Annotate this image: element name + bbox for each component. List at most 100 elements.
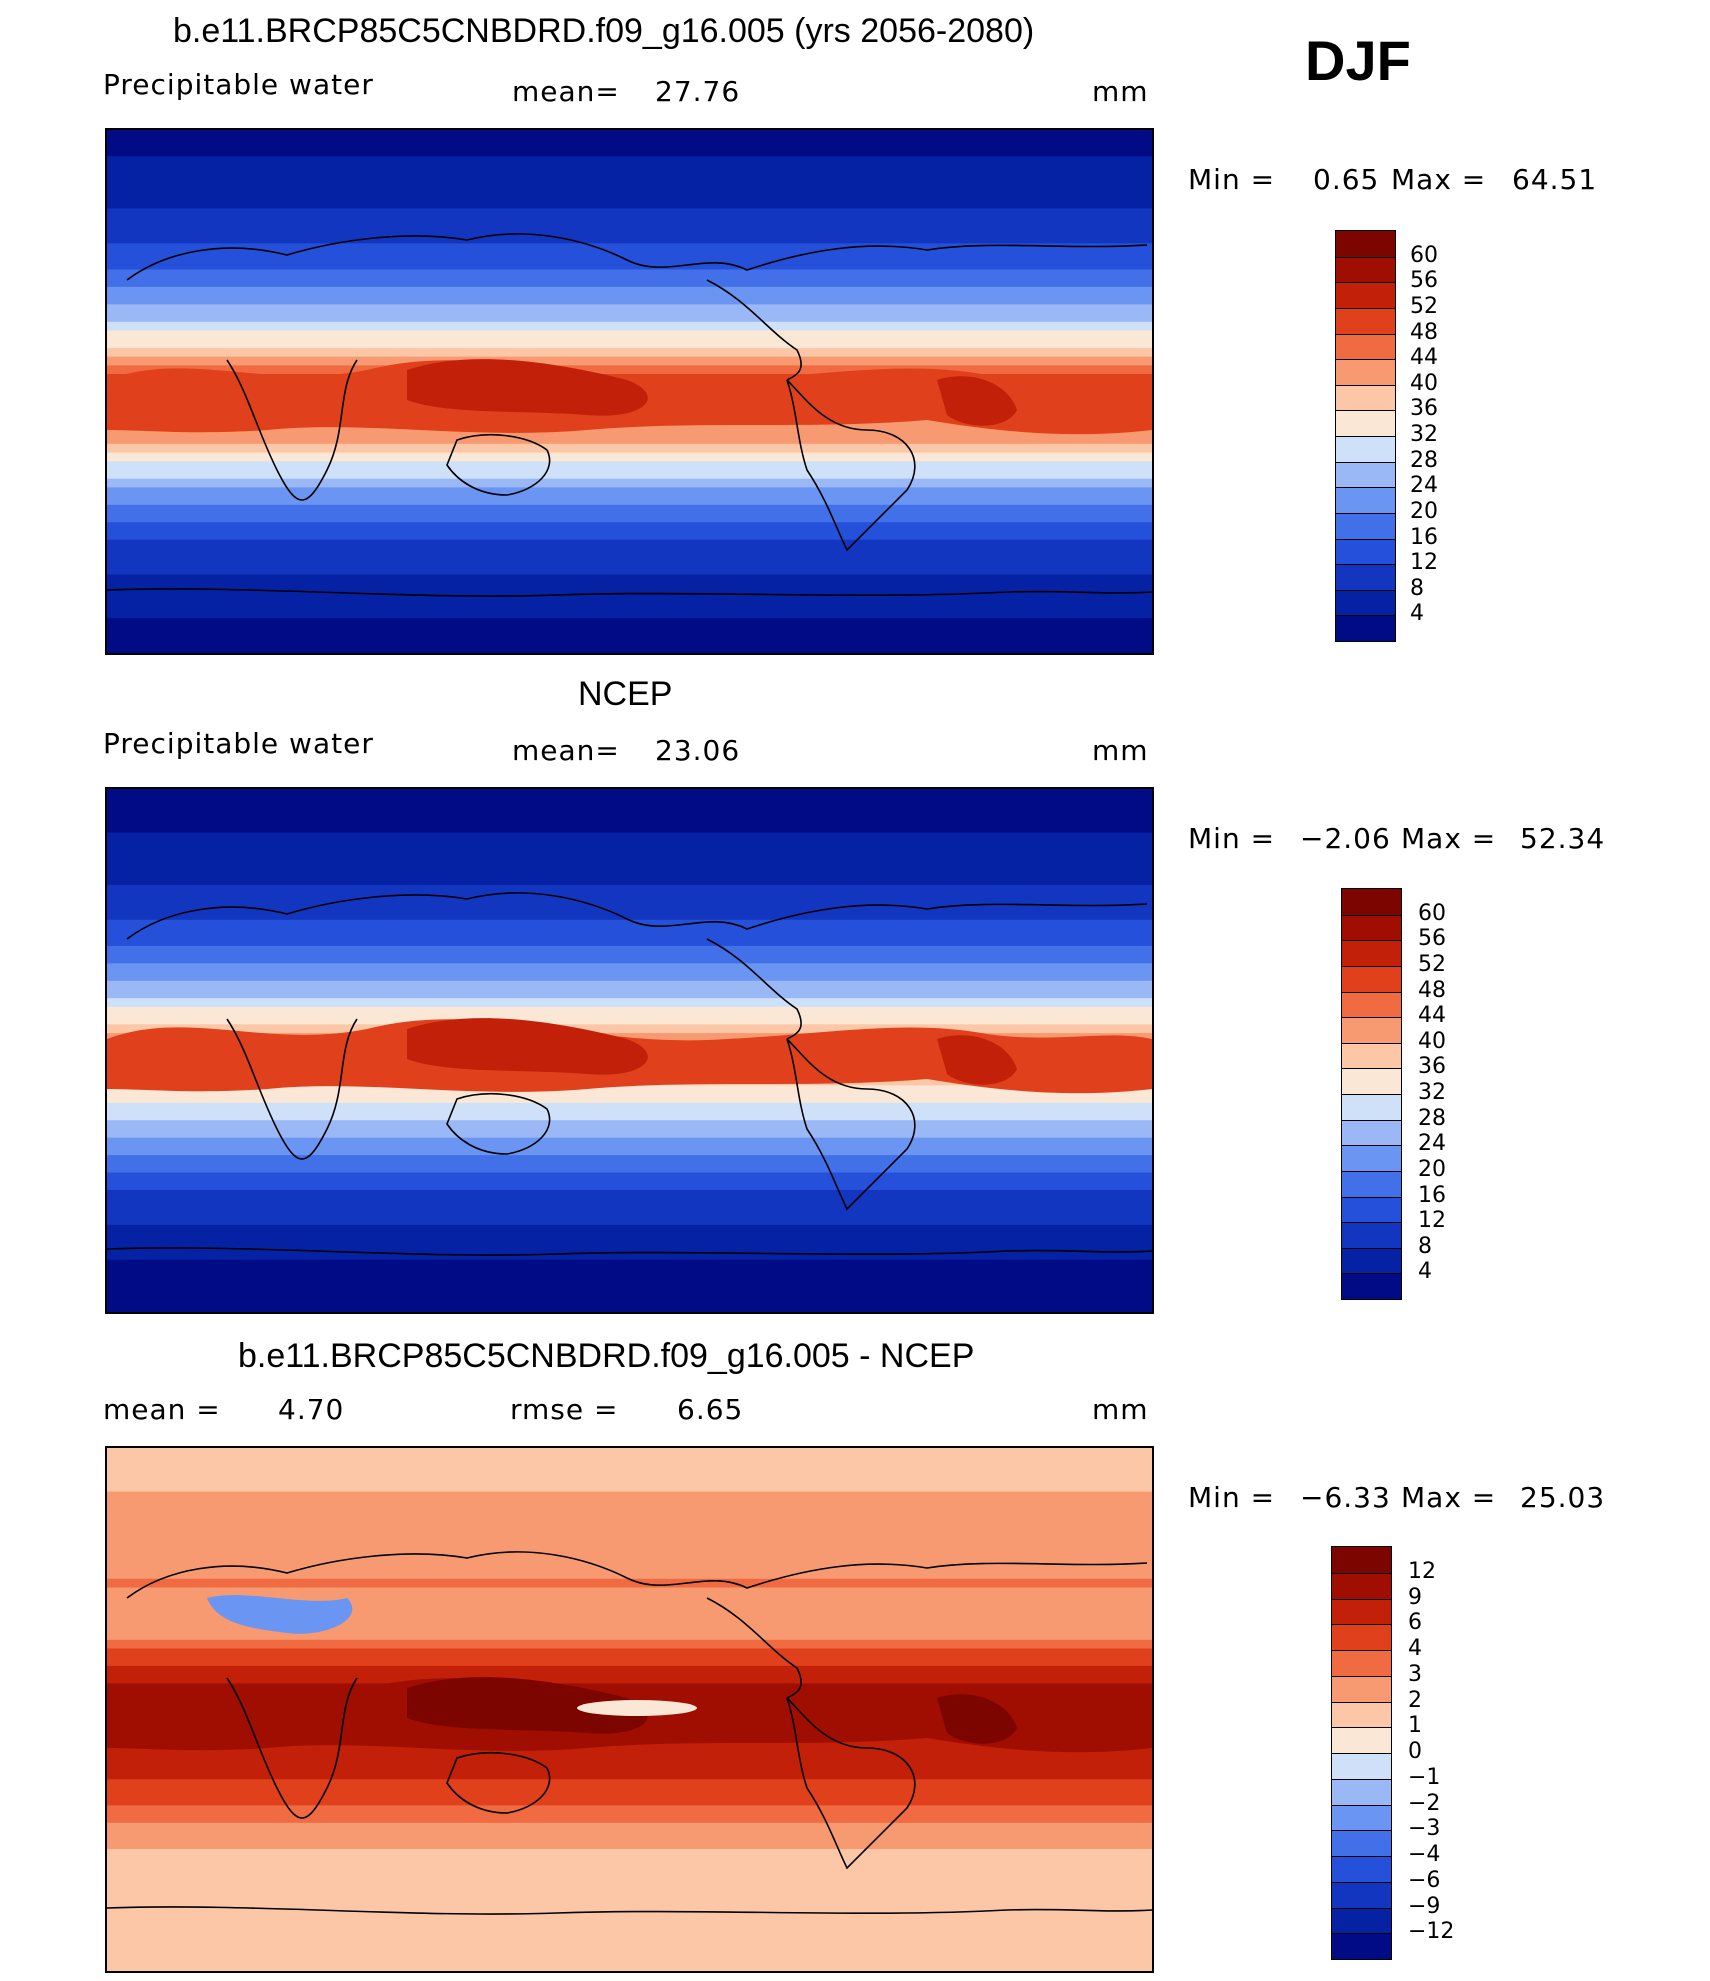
colorbar-swatch	[1342, 1170, 1401, 1197]
coastline	[107, 588, 1152, 597]
contour-band	[107, 1892, 1152, 1903]
colorbar-swatch	[1336, 256, 1395, 283]
colorbar-tick-label: 52	[1410, 293, 1438, 319]
colorbar-tick-label: 12	[1408, 1558, 1436, 1584]
colorbar-swatch	[1342, 1119, 1401, 1146]
contour-band	[107, 1216, 1152, 1226]
coastline	[126, 1551, 1148, 1599]
amazon-core	[937, 1035, 1017, 1085]
colorbar-swatch	[1342, 940, 1401, 966]
panel2-coastlines	[107, 892, 1152, 1256]
colorbar-tick-label: 20	[1410, 498, 1438, 524]
colorbar-swatch	[1342, 1196, 1401, 1223]
contour-band	[107, 539, 1152, 550]
coastline	[446, 1093, 551, 1155]
contour-band	[107, 1189, 1152, 1200]
contour-band	[107, 1024, 1152, 1035]
contour-band	[107, 191, 1152, 201]
colorbar-swatch	[1332, 1933, 1391, 1959]
contour-band	[107, 1831, 1152, 1842]
contour-band	[107, 548, 1152, 559]
colorbar-swatch	[1336, 564, 1395, 590]
contour-band	[107, 1155, 1152, 1165]
contour-band	[107, 998, 1152, 1008]
contour-band	[107, 1242, 1152, 1252]
contour-band	[107, 1526, 1152, 1537]
panel3-min-label: Min =	[1188, 1481, 1276, 1514]
contour-band	[107, 1857, 1152, 1868]
panel1-field-features	[107, 359, 1152, 435]
panel1-min-value: 0.65	[1313, 163, 1380, 196]
contour-band	[107, 1303, 1152, 1312]
coastline	[107, 1906, 1152, 1915]
colorbar-tick-label: 4	[1408, 1636, 1422, 1661]
panel3-rmse-value: 6.65	[677, 1393, 744, 1426]
colorbar-swatch	[1342, 991, 1401, 1018]
colorbar-tick-label: −1	[1408, 1764, 1441, 1790]
colorbar-swatch	[1342, 1068, 1401, 1094]
panel2-map-svg	[107, 789, 1152, 1312]
contour-band	[107, 583, 1152, 593]
contour-band	[107, 1277, 1152, 1287]
colorbar-swatch	[1342, 965, 1401, 992]
panel2-max-value: 52.34	[1520, 822, 1606, 855]
panel2-field-features	[107, 1018, 1152, 1094]
panel1-min-label: Min =	[1188, 163, 1276, 196]
colorbar-swatch	[1342, 1247, 1401, 1274]
contour-band	[107, 1779, 1152, 1789]
contour-band	[107, 841, 1152, 852]
contour-band	[107, 330, 1152, 341]
contour-band	[107, 435, 1152, 445]
contour-band	[107, 618, 1152, 628]
colorbar-tick-label: 40	[1410, 370, 1438, 396]
colorbar-swatch	[1332, 1830, 1391, 1856]
contour-band	[107, 269, 1152, 280]
colorbar-swatch	[1342, 1042, 1401, 1069]
contour-band	[107, 1198, 1152, 1209]
contour-band	[107, 130, 1152, 140]
colorbar-tick-label: 16	[1418, 1182, 1446, 1208]
contour-band	[107, 1587, 1152, 1598]
colorbar-tick-label: 6	[1408, 1610, 1422, 1636]
colorbar-tick-label: 20	[1418, 1156, 1446, 1182]
colorbar-swatch	[1336, 538, 1395, 565]
contour-band	[107, 1509, 1152, 1519]
contour-band	[107, 954, 1152, 965]
contour-band	[107, 1848, 1152, 1859]
colorbar-tick-label: 2	[1408, 1687, 1422, 1713]
contour-band	[107, 1753, 1152, 1763]
colorbar-tick-label: 40	[1418, 1028, 1446, 1054]
colorbar-tick-label: 28	[1410, 447, 1438, 473]
coastline	[786, 1038, 916, 1211]
colorbar-swatch	[1332, 1753, 1391, 1779]
contour-band	[107, 1491, 1152, 1502]
contour-band	[107, 1448, 1152, 1458]
colorbar-tick-label: 3	[1408, 1661, 1422, 1687]
contour-band	[107, 243, 1152, 254]
contour-band	[107, 1814, 1152, 1824]
panel3-mean-label: mean =	[103, 1393, 221, 1426]
warm-pool-core	[407, 359, 648, 416]
colorbar-tick-label: 48	[1418, 977, 1446, 1003]
panel2-variable-label: Precipitable water	[103, 727, 374, 760]
contour-band	[107, 1085, 1152, 1096]
coastline	[446, 1752, 551, 1814]
contour-band	[107, 1909, 1152, 1920]
contour-band	[107, 928, 1152, 939]
contour-band	[107, 1770, 1152, 1781]
contour-band	[107, 182, 1152, 193]
colorbar-swatch	[1332, 1675, 1391, 1702]
contour-band	[107, 1111, 1152, 1122]
colorbar-swatch	[1336, 615, 1395, 641]
contour-band	[107, 1500, 1152, 1511]
negative-anomaly-region	[207, 1595, 353, 1634]
colorbar-tick-label: 0	[1408, 1739, 1422, 1764]
amazon-core	[937, 1694, 1017, 1744]
contour-band	[107, 963, 1152, 974]
contour-band	[107, 893, 1152, 904]
contour-band	[107, 1552, 1152, 1563]
contour-band	[107, 797, 1152, 808]
contour-band	[107, 1163, 1152, 1174]
contour-band	[107, 1259, 1152, 1270]
colorbar-swatch	[1332, 1907, 1391, 1934]
